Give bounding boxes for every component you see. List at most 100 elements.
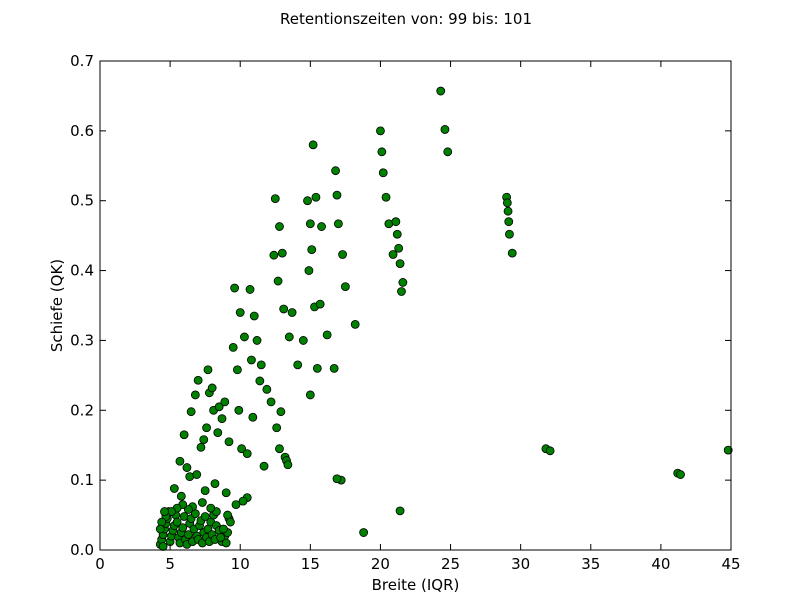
data-point [252, 336, 262, 345]
data-point [398, 278, 408, 287]
y-tick-label: 0.3 [70, 331, 94, 349]
data-point [256, 360, 266, 370]
data-point [182, 463, 192, 472]
data-point [275, 222, 284, 231]
x-tick-label: 30 [511, 555, 530, 573]
data-point [331, 166, 340, 176]
data-point [440, 125, 450, 134]
data-point [213, 428, 223, 438]
data-point [507, 248, 517, 258]
data-point [275, 444, 284, 454]
data-point [312, 363, 322, 373]
data-point [333, 219, 343, 229]
x-axis-label: Breite (IQR) [372, 576, 460, 594]
data-point [397, 287, 406, 296]
data-point [190, 390, 200, 400]
data-point [266, 397, 276, 407]
data-point [676, 470, 685, 479]
data-point [338, 250, 347, 259]
data-point [388, 250, 398, 259]
x-tick-label: 20 [371, 555, 390, 573]
data-point [155, 524, 165, 534]
data-point [273, 276, 283, 286]
data-point [231, 500, 241, 509]
data-point [235, 308, 245, 317]
data-point [249, 311, 259, 321]
data-point [277, 248, 287, 258]
data-point [279, 304, 289, 314]
data-point [376, 126, 385, 136]
points-layer [155, 86, 733, 551]
data-point [503, 206, 513, 216]
data-point [172, 517, 182, 527]
x-tick-label: 0 [95, 555, 105, 573]
data-point [228, 343, 238, 352]
data-point [210, 479, 220, 489]
data-point [381, 192, 391, 202]
data-point [192, 470, 202, 479]
x-tick-label: 15 [301, 555, 320, 573]
data-point [175, 456, 185, 466]
data-point [214, 402, 224, 412]
data-point [504, 217, 514, 227]
data-point [169, 484, 179, 493]
data-point [220, 397, 230, 407]
x-tick-label: 25 [441, 555, 460, 573]
data-point [359, 528, 369, 537]
data-point [298, 336, 308, 345]
data-point [303, 196, 312, 206]
data-point [283, 460, 293, 470]
data-point [395, 259, 405, 268]
data-point [206, 503, 216, 513]
data-point [317, 222, 326, 231]
data-point [221, 538, 231, 548]
data-point [230, 283, 240, 293]
data-point [502, 198, 512, 208]
data-point [284, 332, 294, 342]
data-point [293, 360, 303, 370]
data-point [245, 285, 255, 294]
data-point [196, 442, 206, 452]
data-point [255, 376, 265, 386]
x-tick-label: 5 [165, 555, 175, 573]
data-point [176, 491, 186, 501]
data-point [197, 498, 207, 507]
data-point [329, 363, 339, 373]
chart-title: Retentionszeiten von: 99 bis: 101 [280, 10, 532, 28]
data-point [350, 319, 360, 329]
data-point [186, 407, 196, 417]
y-tick-label: 0.2 [70, 401, 94, 419]
data-point [315, 299, 325, 309]
data-point [237, 444, 247, 454]
data-point [395, 506, 405, 516]
data-point [287, 308, 297, 317]
data-point [234, 405, 244, 415]
data-point [226, 517, 235, 527]
data-point [305, 390, 315, 400]
y-axis-label: Schiefe (QK) [48, 259, 66, 352]
data-point [270, 194, 280, 204]
data-point [259, 461, 269, 471]
data-point [193, 375, 203, 385]
x-tick-label: 45 [721, 555, 740, 573]
x-tick-label: 40 [651, 555, 670, 573]
data-point [248, 412, 258, 422]
data-point [200, 512, 210, 521]
ticks-layer: 0 5 10 15 20 25 30 35 40 45 0.0 0.1 0.2 0.3 0.4 0.5 0.6 0… [70, 52, 740, 573]
data-point [391, 217, 401, 227]
data-point [305, 219, 315, 229]
data-point [332, 474, 342, 484]
data-point [221, 488, 231, 498]
data-point [276, 407, 286, 417]
data-point [332, 190, 342, 200]
x-tick-label: 35 [581, 555, 600, 573]
data-point [322, 330, 332, 340]
data-point [505, 229, 514, 239]
y-tick-label: 0.6 [70, 122, 94, 140]
data-point [308, 140, 318, 150]
data-point [158, 542, 168, 551]
data-point [247, 355, 256, 365]
data-point [216, 533, 225, 542]
data-point [179, 430, 189, 440]
data-point [242, 449, 252, 459]
